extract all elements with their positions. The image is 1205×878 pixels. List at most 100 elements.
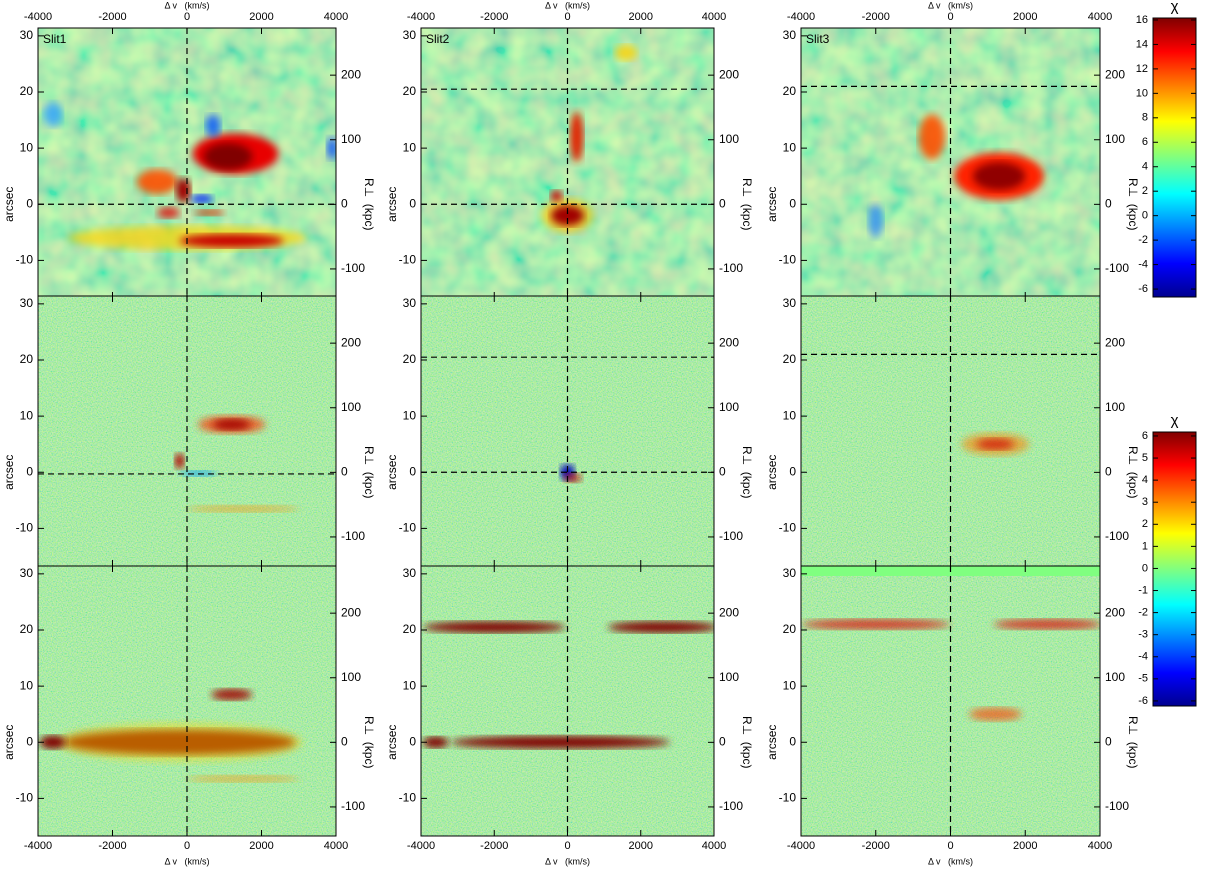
y-tick-label: 20 [403, 352, 417, 366]
y2-tick-label: 200 [719, 67, 739, 81]
y-tick-label: 0 [409, 734, 416, 748]
y2-tick-label: 200 [341, 335, 361, 349]
x-axis-label: Δ v (km/s) [545, 0, 590, 10]
feature [175, 177, 191, 203]
y-tick-label: 20 [20, 352, 34, 366]
y2-tick-label: -100 [719, 529, 743, 543]
colorbar-tick-label: 0 [1142, 562, 1148, 574]
feature [550, 190, 563, 202]
x-tick-label: 4000 [324, 840, 348, 852]
y2-tick-label: -100 [719, 799, 743, 813]
y-tick-label: 0 [789, 734, 796, 748]
y2-tick-label: 100 [719, 670, 739, 684]
feature [43, 102, 63, 127]
y-tick-label: 30 [783, 28, 797, 42]
feature [422, 736, 449, 748]
colorbar-tick-label: -3 [1138, 629, 1148, 641]
y2-axis-label: R⊥ (kpc) [740, 178, 754, 230]
y-axis-label: arcsec [385, 187, 399, 222]
y-tick-label: 20 [783, 622, 797, 636]
feature [157, 207, 180, 219]
y2-axis-label: R⊥ (kpc) [362, 178, 376, 230]
y2-tick-label: -100 [1105, 261, 1129, 275]
feature [607, 621, 714, 633]
colorbar-tick-label: 4 [1142, 161, 1148, 173]
y-tick-label: 20 [403, 84, 417, 98]
x-tick-label: 2000 [1013, 11, 1037, 23]
y-tick-label: 10 [783, 140, 797, 154]
image [38, 296, 336, 566]
colorbar-tick-label: -6 [1138, 283, 1148, 295]
feature [179, 234, 284, 248]
panel-label: Slit2 [426, 32, 450, 46]
x-tick-label: 4000 [1088, 840, 1112, 852]
y-tick-label: 10 [20, 408, 34, 422]
y-tick-label: -10 [399, 253, 417, 267]
image [38, 28, 336, 298]
feature [563, 473, 583, 483]
y-tick-label: 10 [783, 678, 797, 692]
feature [450, 736, 671, 749]
x-tick-label: -2000 [862, 840, 890, 852]
x-axis-label: Δ v (km/s) [928, 0, 973, 10]
y-tick-label: 30 [403, 28, 417, 42]
x-tick-label: 0 [564, 11, 570, 23]
feature [615, 44, 638, 61]
y2-tick-label: 0 [719, 465, 726, 479]
y2-axis-label: R⊥ (kpc) [1126, 446, 1140, 498]
y-tick-label: 0 [26, 734, 33, 748]
y-tick-label: 20 [783, 352, 797, 366]
feature [570, 111, 584, 163]
y-tick-label: 0 [789, 196, 796, 210]
feature [213, 418, 251, 431]
y2-tick-label: 100 [341, 670, 361, 684]
x-tick-label: 0 [564, 840, 570, 852]
y2-axis-label: R⊥ (kpc) [362, 716, 376, 768]
colorbar-tick-label: 5 [1142, 452, 1148, 464]
colorbar-tick-label: 2 [1142, 518, 1148, 530]
image [801, 28, 1100, 298]
x-tick-label: 2000 [629, 11, 653, 23]
image [801, 566, 1100, 836]
x-tick-label: -4000 [787, 11, 815, 23]
y-axis-label: arcsec [2, 455, 16, 490]
x-axis-label: Δ v (km/s) [928, 856, 973, 866]
colorbar-tick-label: -4 [1138, 651, 1148, 663]
feature [969, 707, 1022, 721]
x-tick-label: 4000 [324, 11, 348, 23]
x-tick-label: 2000 [1013, 840, 1037, 852]
y-tick-label: 10 [403, 678, 417, 692]
y2-tick-label: 100 [719, 132, 739, 146]
image [801, 296, 1100, 566]
colorbar-title: χ [1171, 0, 1179, 15]
feature [174, 453, 185, 469]
y2-tick-label: 100 [341, 400, 361, 414]
y2-tick-label: 0 [341, 735, 348, 749]
y2-tick-label: -100 [1105, 799, 1129, 813]
y-axis-label: arcsec [2, 187, 16, 222]
panel-label: Slit3 [806, 32, 830, 46]
y2-axis-label: R⊥ (kpc) [1126, 716, 1140, 768]
y2-tick-label: -100 [341, 261, 365, 275]
colorbar-tick-label: 2 [1142, 185, 1148, 197]
y-tick-label: -10 [779, 791, 797, 805]
y-tick-label: 10 [403, 408, 417, 422]
colorbar-tick-label: -5 [1138, 673, 1148, 685]
image [421, 296, 714, 566]
colorbar-tick-label: 6 [1142, 136, 1148, 148]
y2-tick-label: 0 [719, 735, 726, 749]
x-tick-label: -4000 [24, 11, 52, 23]
y2-tick-label: 0 [719, 197, 726, 211]
y-tick-label: -10 [16, 791, 34, 805]
y2-tick-label: 100 [1105, 670, 1125, 684]
x-tick-label: 2000 [629, 840, 653, 852]
x-tick-label: -2000 [862, 11, 890, 23]
y-tick-label: 20 [403, 622, 417, 636]
image [421, 28, 714, 298]
y2-tick-label: 200 [341, 67, 361, 81]
y2-tick-label: 200 [1105, 67, 1125, 81]
feature [976, 438, 1015, 450]
